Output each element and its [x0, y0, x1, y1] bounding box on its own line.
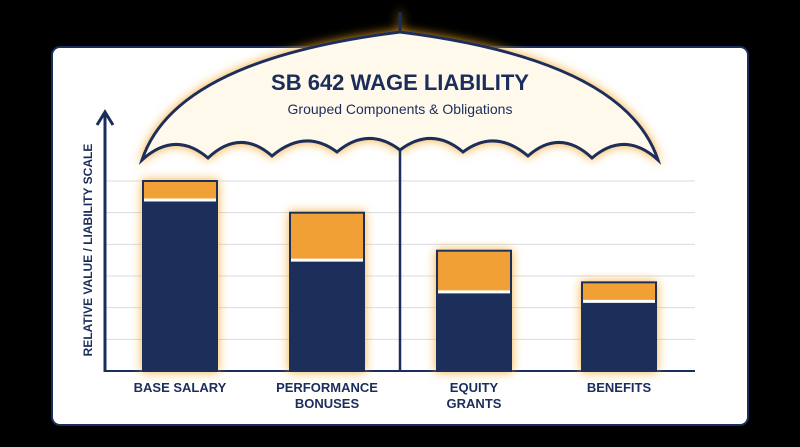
x-tick-label: EQUITY GRANTS [446, 380, 502, 411]
x-tick-label: BASE SALARY [133, 380, 227, 395]
bar-segment [142, 199, 218, 372]
bar-segment [581, 281, 657, 303]
bar-stack [289, 211, 365, 372]
chart-subtitle: Grouped Components & Obligations [288, 101, 513, 117]
bar-segment [289, 259, 365, 372]
chart-title: SB 642 WAGE LIABILITY [271, 70, 529, 95]
bar-stack [581, 281, 657, 373]
umbrella [138, 12, 662, 165]
bar-segment [436, 249, 512, 293]
bar-segment [581, 300, 657, 373]
x-tick-label: BENEFITS [586, 380, 652, 395]
bar-segment [142, 180, 218, 201]
y-axis-arrow [95, 109, 115, 126]
bar-stack [436, 249, 512, 373]
x-tick-label: PERFORMANCE BONUSES [276, 380, 378, 411]
bar-segment [289, 211, 365, 262]
y-axis-label: RELATIVE VALUE / LIABILITY SCALE [81, 144, 95, 357]
bar-segment [436, 290, 512, 373]
bar-stack [142, 180, 218, 372]
